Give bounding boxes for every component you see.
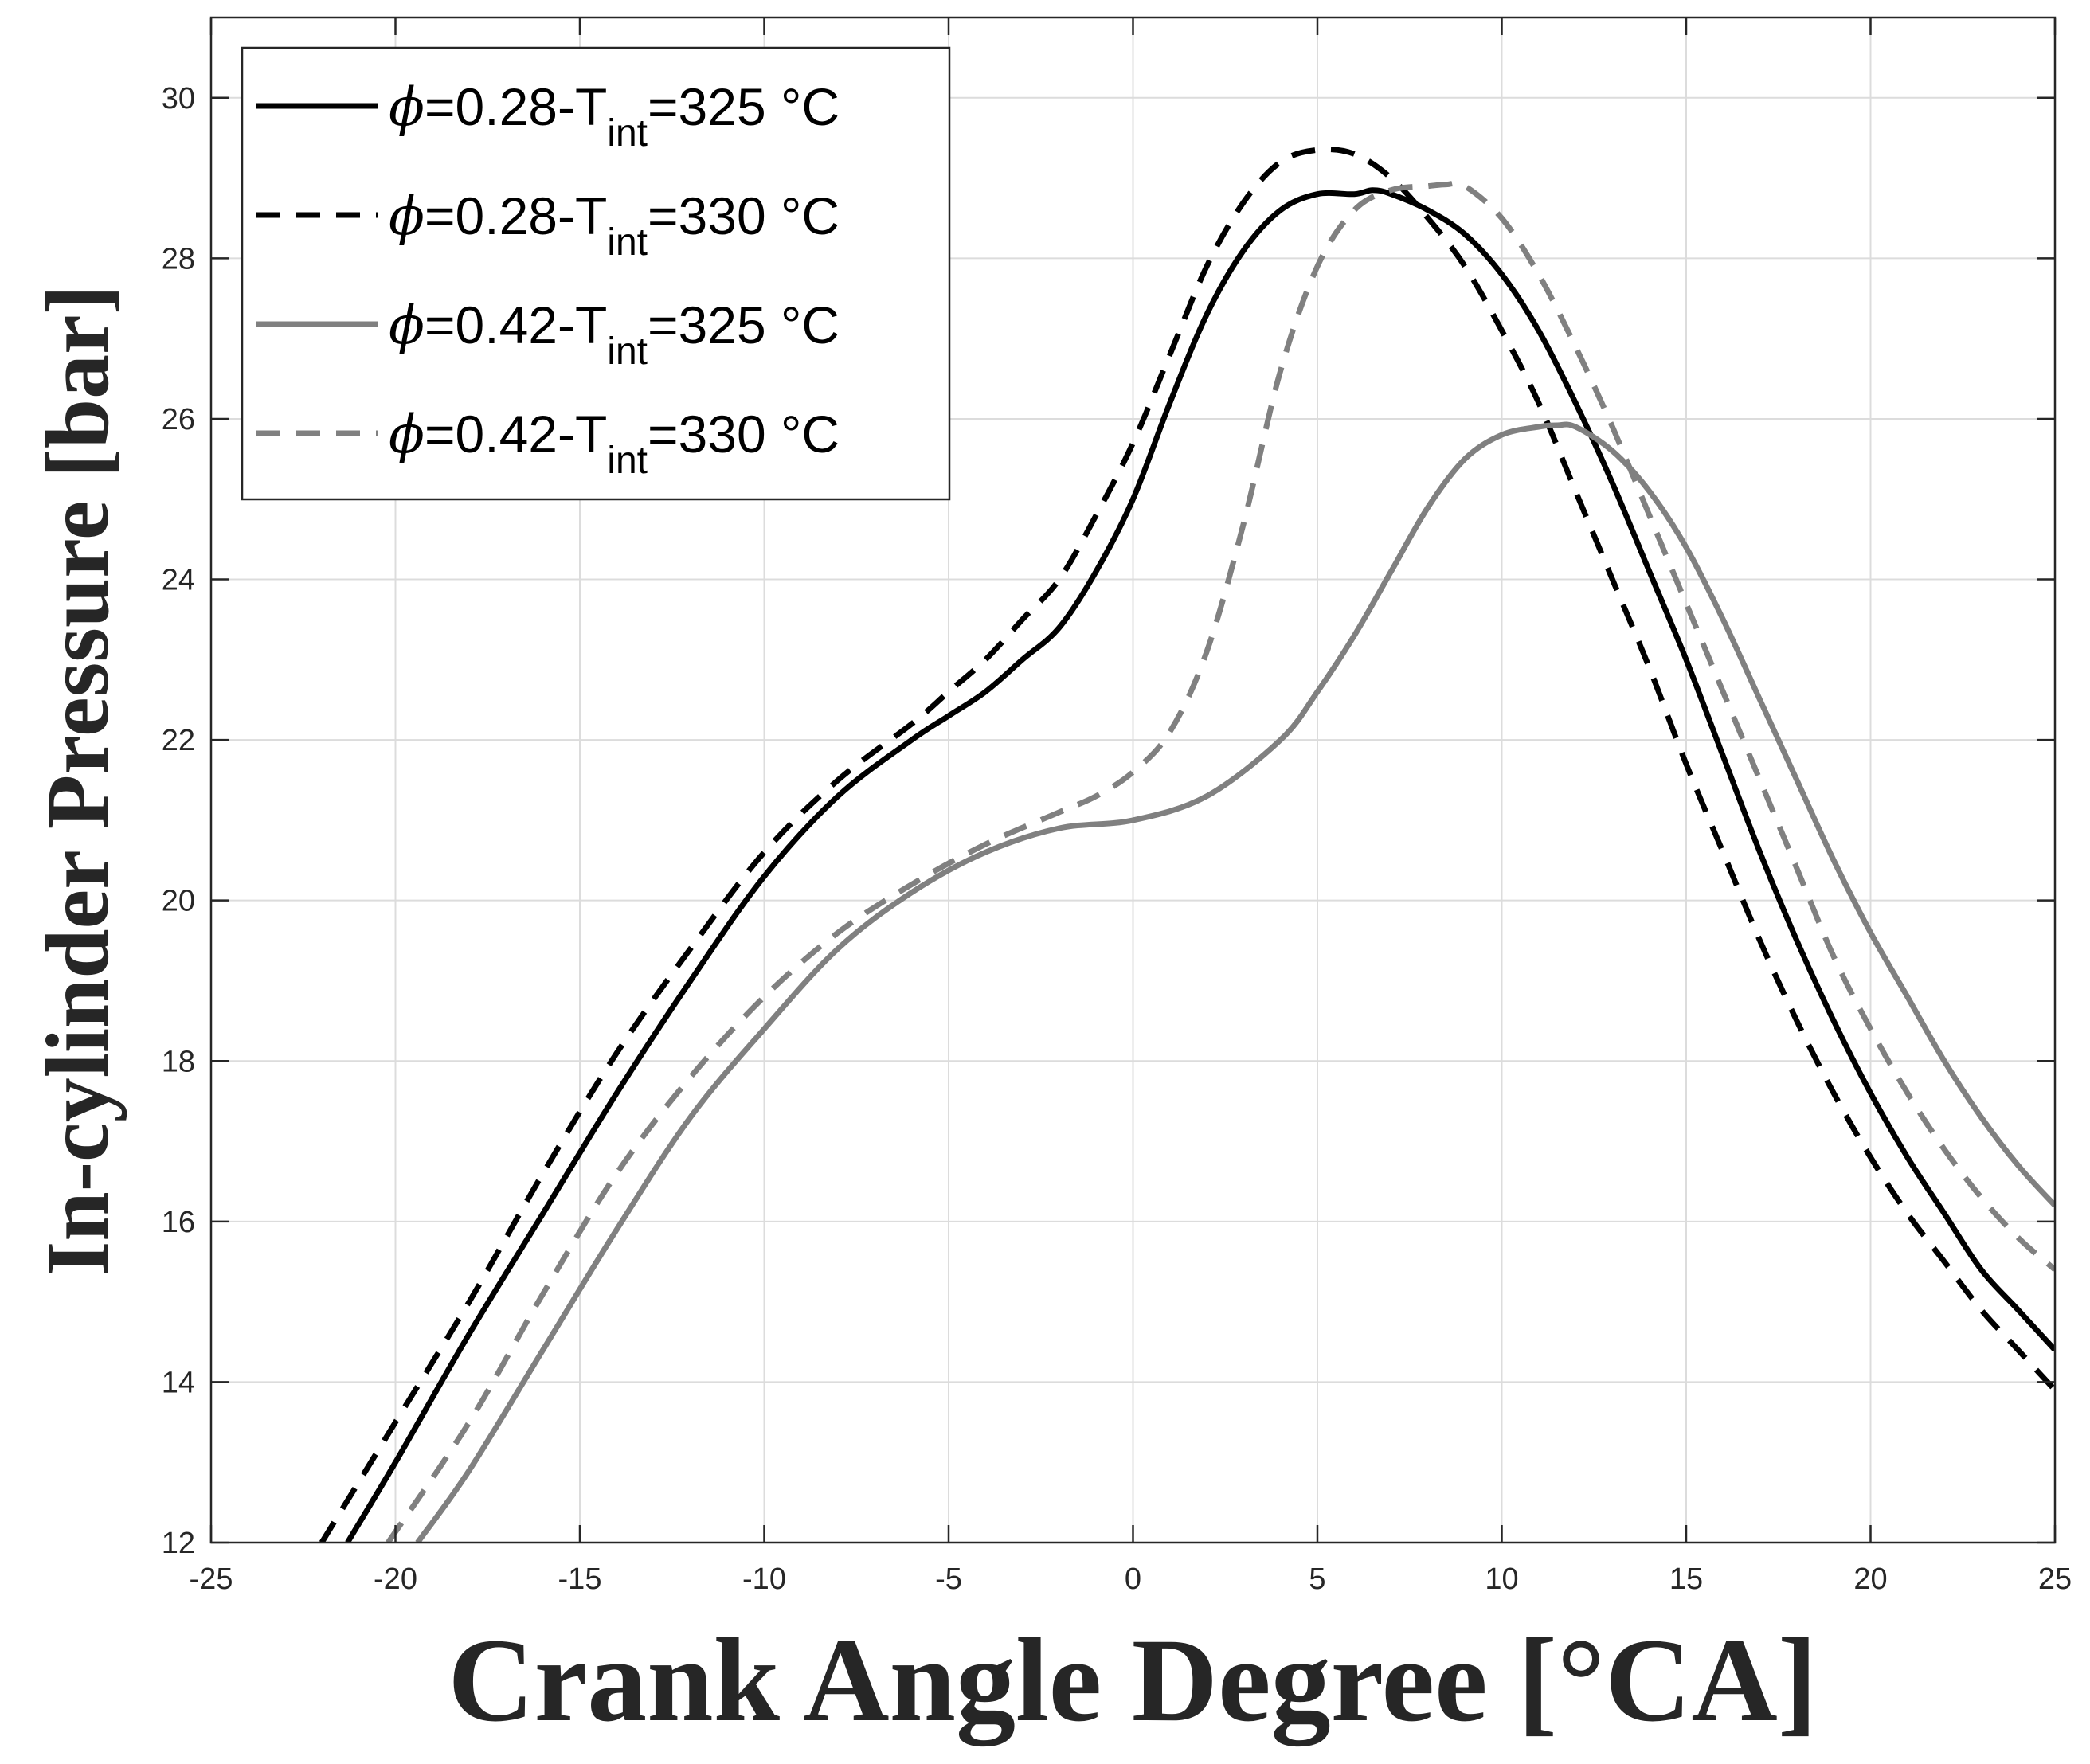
y-tick-label: 14 <box>162 1366 195 1399</box>
y-tick-label: 22 <box>162 724 195 757</box>
legend-label-subscript: int <box>607 331 648 373</box>
legend-label-suffix: =330 °C <box>648 405 840 463</box>
x-tick-label: -5 <box>935 1563 962 1596</box>
legend-label-3: ϕ=0.42-Tint=325 °C <box>389 295 840 373</box>
y-tick-label: 26 <box>162 403 195 436</box>
series-line-2 <box>319 147 2055 1543</box>
legend-label-subscript: int <box>607 221 648 264</box>
x-tick-label: -20 <box>374 1563 417 1596</box>
legend-label-prefix: =0.28-T <box>425 77 607 136</box>
x-tick-label: 5 <box>1309 1563 1325 1596</box>
legend-phi-symbol: ϕ <box>389 76 425 138</box>
legend-label-2: ϕ=0.28-Tint=330 °C <box>389 186 840 264</box>
y-tick-label: 16 <box>162 1206 195 1239</box>
legend-label-subscript: int <box>607 440 648 482</box>
legend-label-suffix: =325 °C <box>648 295 840 354</box>
x-tick-label: 15 <box>1669 1563 1703 1596</box>
series-line-4 <box>386 180 2055 1543</box>
y-tick-label: 12 <box>162 1527 195 1560</box>
y-tick-label: 24 <box>162 564 195 597</box>
axis-ticks: -25 -20 -15 -10 -5 0 5 10 15 20 25 12 14 16 18 20 22 24 26… <box>162 18 2072 1596</box>
x-tick-label: 0 <box>1125 1563 1141 1596</box>
legend-box <box>241 46 951 501</box>
legend-label-1: ϕ=0.28-Tint=325 °C <box>389 76 840 154</box>
y-tick-label: 20 <box>162 885 195 918</box>
x-axis-title: Crank Angle Degree [°CA] <box>448 1614 1817 1746</box>
x-tick-label: 20 <box>1853 1563 1887 1596</box>
x-tick-label: 10 <box>1485 1563 1518 1596</box>
legend: ϕ=0.28-Tint=325 °Cϕ=0.28-Tint=330 °Cϕ=0.… <box>241 46 951 501</box>
x-tick-label: -10 <box>742 1563 786 1596</box>
series-lines <box>319 147 2055 1543</box>
y-axis-title: In-cylinder Pressure [bar] <box>29 285 127 1276</box>
legend-label-prefix: =0.42-T <box>425 295 607 354</box>
legend-phi-symbol: ϕ <box>389 295 425 356</box>
legend-phi-symbol: ϕ <box>389 404 425 465</box>
legend-label-suffix: =330 °C <box>648 186 840 245</box>
legend-label-prefix: =0.42-T <box>425 405 607 463</box>
series-line-3 <box>415 421 2055 1543</box>
y-tick-label: 18 <box>162 1045 195 1078</box>
legend-label-subscript: int <box>607 112 648 154</box>
legend-label-4: ϕ=0.42-Tint=330 °C <box>389 404 840 482</box>
x-tick-label: 25 <box>2038 1563 2072 1596</box>
series-line-1 <box>345 187 2055 1543</box>
y-tick-label: 30 <box>162 82 195 115</box>
legend-label-suffix: =325 °C <box>648 77 840 136</box>
legend-phi-symbol: ϕ <box>389 186 425 247</box>
legend-label-prefix: =0.28-T <box>425 186 607 245</box>
x-tick-label: -25 <box>190 1563 233 1596</box>
y-tick-label: 28 <box>162 242 195 276</box>
x-tick-label: -15 <box>558 1563 602 1596</box>
